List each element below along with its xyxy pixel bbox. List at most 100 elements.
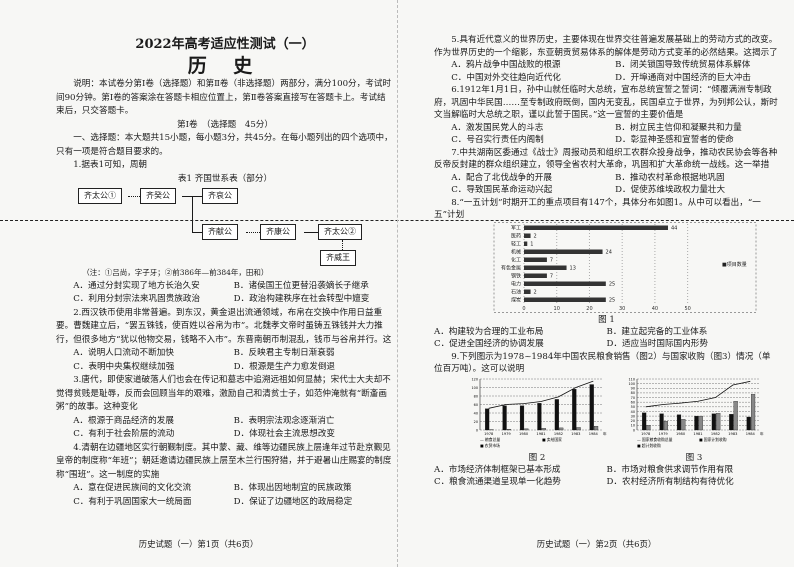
q6-options: A．激发国民党人的斗志 B．树立民主信仰和凝聚共和力量 C．号召实行责任内阁制 … xyxy=(434,122,779,147)
bar xyxy=(694,415,699,430)
bar xyxy=(589,383,594,430)
bar xyxy=(524,289,531,294)
bar xyxy=(572,388,577,430)
x-tick-label: 1982 xyxy=(711,432,720,436)
option-d: D．根源是生产力愈发倒退 xyxy=(233,361,336,372)
data-label: 25 xyxy=(609,281,615,287)
bar xyxy=(519,405,525,430)
option-a: A．通过分封实现了地方长治久安 xyxy=(73,280,200,291)
bar xyxy=(663,420,668,430)
y-tick-label: 100 xyxy=(472,385,478,389)
x-tick-label: 1982 xyxy=(554,432,563,436)
bar xyxy=(485,408,490,430)
y-tick-label: 120 xyxy=(472,377,478,381)
bar xyxy=(524,225,668,230)
x-tick-label: 1979 xyxy=(659,432,669,436)
option-a: A．构建较为合理的工业布局 xyxy=(434,326,544,337)
q7-options: A．配合了北伐战争的开展 B．推动农村革命根据地巩固 C．导致国民革命运动兴起 … xyxy=(434,172,779,197)
q9-stem: 9.下列图示为1978~1984年中国农民粮食销售（图2）与国家收购（图3）情况… xyxy=(434,351,771,375)
bar xyxy=(642,412,647,430)
q9-options: A．市场经济体制框架已基本形成 B．市场对粮食供求调节作用有限 C．粮食流通渠道… xyxy=(434,464,779,489)
data-label: 44 xyxy=(671,225,677,231)
bar xyxy=(559,427,564,430)
legend-label: — 国家粮食收购总量 xyxy=(637,437,673,442)
lineage-node: 齐太公① xyxy=(78,188,122,204)
y-tick-label: 70 xyxy=(631,395,635,399)
y-tick-label: 60 xyxy=(631,400,635,404)
lineage-node: 齐癸公 xyxy=(140,188,176,204)
category-label: 钢铁 xyxy=(511,272,521,279)
y-tick-label: 40 xyxy=(474,411,478,415)
exam-page-1: 2022年高考适应性测试（一） 历 史 说明：本试卷分第Ⅰ卷（选择题）和第Ⅱ卷（… xyxy=(56,37,394,549)
option-c: C．表明中央集权继续加强 xyxy=(73,361,175,372)
data-label: 1 xyxy=(530,241,533,247)
lineage-node: 齐哀公 xyxy=(202,188,238,204)
option-b: B．反映君主专制日渐衰弱 xyxy=(233,348,335,358)
category-label: 医药 xyxy=(511,232,521,239)
option-a: A．激发国民党人的斗志 xyxy=(451,122,544,133)
option-b: B．体现出因地制宜的民族政策 xyxy=(233,483,352,493)
figure-1-bar-chart: 0 10 20 30 40 50 军工 44 医药 2 轻工 1 机械 24 化工 7 有色金属 13 钢铁 7 电力 2… xyxy=(493,221,757,313)
q7-stem: 7.中共湖南区委通过《战士》周报动员和组织工农群众投身战争，推动农民协会等各种反… xyxy=(434,147,778,171)
bar xyxy=(524,265,567,270)
bar xyxy=(554,398,559,430)
lineage-node: 齐献公 xyxy=(202,224,238,240)
bar xyxy=(698,415,703,430)
page-footer: 历史试题（一）第1页（共6页） xyxy=(138,539,259,549)
y-tick-label: 80 xyxy=(474,394,478,398)
category-label: 石油 xyxy=(511,288,521,295)
bar xyxy=(524,428,529,430)
q5-stem: 5.具有近代意义的世界历史，主要体现在世界交往普遍发展基础上的劳动方式的改变。作… xyxy=(434,35,778,58)
x-tick-label: 1980 xyxy=(676,432,686,436)
option-d: D．彰显神圣感和宣誓者的使命 xyxy=(615,135,734,145)
lineage-node: 齐太公② xyxy=(318,224,362,240)
option-b: B．市场对粮食供求调节作用有限 xyxy=(606,464,734,475)
data-label: 7 xyxy=(550,257,553,263)
legend-label: — 粮食总量 xyxy=(480,437,500,442)
bar xyxy=(524,249,603,254)
option-a: A．意在促进民族间的文化交流 xyxy=(73,483,192,493)
x-tick-label: 1978 xyxy=(484,432,494,436)
option-b: B．推动农村革命根据地巩固 xyxy=(615,172,725,183)
data-label: 25 xyxy=(609,297,615,303)
q4-options: A．意在促进民族间的文化交流 B．体现出因地制宜的民族政策 C．有利于巩固国家大… xyxy=(56,482,394,509)
bar xyxy=(594,425,599,430)
q5-options: A．鸦片战争中国战败的根源 B．闭关锁国导致传统贸易体系解体 C．中国对外交往趋… xyxy=(434,59,779,84)
x-tick-label: 1983 xyxy=(728,432,737,436)
option-c: C．粮食流通渠道呈现单一化趋势 xyxy=(434,477,561,487)
option-d: D．适应当时国际国内形势 xyxy=(606,339,708,349)
exam-page-2: 5.具有近代意义的世界历史，主要体现在世界交往普遍发展基础上的劳动方式的改变。作… xyxy=(397,0,794,567)
data-label: 13 xyxy=(570,265,576,271)
x-axis-unit: 年 xyxy=(760,431,764,436)
lineage-node: 齐威王 xyxy=(320,250,356,266)
option-c: C．有利于巩固国家大一统局面 xyxy=(73,496,192,507)
bar xyxy=(524,281,606,286)
table-caption: 表1 齐国世系表（部分） xyxy=(177,173,273,184)
x-tick-label: 1978 xyxy=(641,432,651,436)
figure-1-caption: 图 1 xyxy=(598,314,615,325)
option-a: A．根源于商品经济的发展 xyxy=(73,415,174,426)
y-tick-label: 0 xyxy=(633,428,635,432)
option-a: A．市场经济体制框架已基本形成 xyxy=(434,464,561,475)
instructions: 说明：本试卷分第Ⅰ卷（选择题）和第Ⅱ卷（非选择题）两部分，满分100分，考试时间… xyxy=(56,79,392,116)
option-b: B．诸侯国王位更替沿袭嫡长子继承 xyxy=(233,280,369,291)
bar xyxy=(729,413,734,430)
bar xyxy=(751,393,756,430)
q1-options: A．通过分封实现了地方长治久安 B．诸侯国王位更替沿袭嫡长子继承 C．利用分封宗… xyxy=(56,280,394,307)
x-tick-label: 30 xyxy=(619,306,625,312)
legend-label: ■ 农贸市场 xyxy=(480,443,500,448)
y-tick-label: 60 xyxy=(474,402,478,406)
x-tick-label: 50 xyxy=(684,306,690,312)
y-tick-label: 50 xyxy=(631,405,635,409)
option-b: B．建立起完备的工业体系 xyxy=(606,326,708,337)
option-d: D．保证了边疆地区的政局稳定 xyxy=(233,496,353,507)
x-tick-label: 1984 xyxy=(746,432,756,436)
data-label: 24 xyxy=(606,249,612,255)
x-tick-label: 0 xyxy=(522,306,525,312)
option-b: B．树立民主信仰和凝聚共和力量 xyxy=(615,122,742,133)
bar xyxy=(524,273,547,278)
bar xyxy=(716,412,721,430)
series-line xyxy=(645,380,751,407)
y-tick-label: 0 xyxy=(476,428,478,432)
